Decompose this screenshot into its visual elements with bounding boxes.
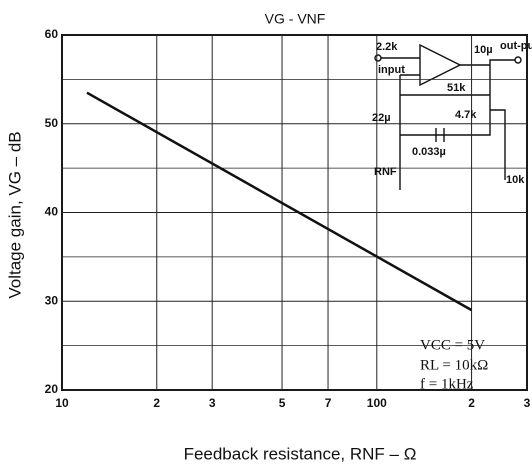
amp-symbol [419,43,462,87]
y-tick-label: 50 [45,116,59,130]
x-tick-label: 2 [153,396,160,410]
capacitor [435,128,445,142]
circuit-inset [372,36,526,266]
circuit-label: input [378,64,405,76]
line [86,91,473,312]
annotation: RL = 10kΩ [420,357,488,373]
y-tick-label: 60 [45,27,59,41]
circuit-label: 4.7k [455,109,477,121]
x-axis-title: Feedback resistance, RNF – Ω [184,444,417,463]
y-tick-label: 40 [45,205,59,219]
y-axis-title: Voltage gain, VG – dB [5,131,24,298]
x-tick-label: 2 [468,396,475,410]
x-tick-label: 5 [279,396,286,410]
circuit-label: 22µ [372,112,391,124]
y-tick-label: 30 [45,293,59,307]
x-tick-label: 3 [209,396,216,410]
x-tick-label: 3 [524,396,531,410]
x-tick-label: 10 [55,396,69,410]
circuit-label: 2.2k [376,41,398,53]
annotation: VCC = 5V [420,337,485,353]
circuit-label: RNF [374,166,397,178]
circuit-label: 0.033µ [412,146,446,158]
chart-title: VG - VNF [265,11,326,27]
wires [381,57,515,190]
annotation: f = 1kHz [420,376,474,392]
circuit-label: 51k [447,82,466,94]
x-tick-label: 100 [367,396,387,410]
x-tick-label: 7 [325,396,332,410]
circuit-label: 10k [506,174,525,186]
y-tick-label: 20 [45,382,59,396]
circuit-label: out-put [500,40,532,52]
inset-bg [372,36,526,266]
circuit-label: 10µ [474,44,493,56]
